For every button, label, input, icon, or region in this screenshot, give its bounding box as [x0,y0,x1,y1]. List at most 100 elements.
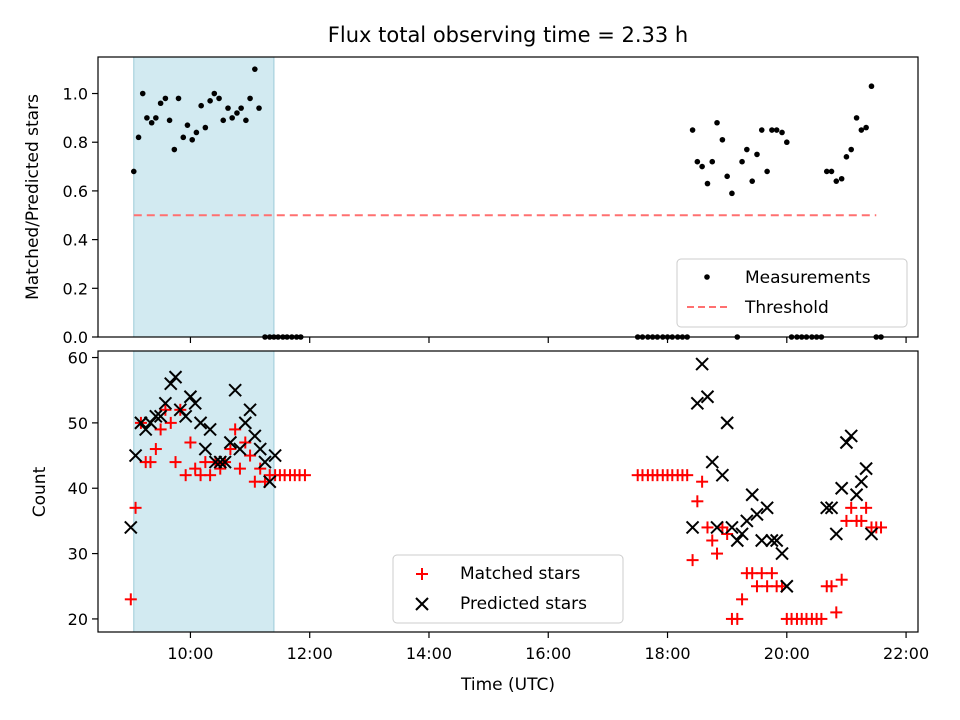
measurement-point [144,115,150,121]
predicted-stars-point [834,481,849,495]
y-tick-label: 30 [68,545,88,564]
measurement-point [764,168,770,175]
predicted-stars-point [208,455,223,469]
measurement-point [853,115,860,121]
top-shaded-span [133,56,275,338]
measurement-point [729,190,735,197]
measurement-point [714,119,720,126]
predicted-stars-point [735,527,749,541]
y-tick-label: 0.6 [63,182,88,201]
measurement-point [139,90,146,97]
matched-stars-point [164,416,177,429]
matched-stars-point [154,423,167,436]
bottom-x-ticks: 10:00 12:00 14:00 16:00 18:00 20:00 22:00 [167,632,929,663]
predicted-stars-point [238,416,253,430]
matched-stars-point [159,403,172,416]
predicted-stars-point [740,514,754,528]
top-plot-area [130,66,884,340]
measurement-point [135,134,142,141]
predicted-stars-point [128,448,143,463]
predicted-stars-point [700,390,715,404]
matched-stars-point [750,580,763,593]
matched-stars-point [860,501,873,514]
predicted-stars-point [134,416,148,430]
matched-stars-point [179,469,192,482]
measurement-point [166,117,173,124]
y-tick-label: 50 [68,414,88,433]
predicted-stars-point [690,396,705,410]
matched-stars-point [233,462,246,475]
measurement-point [739,158,745,165]
matched-stars-point [124,593,137,606]
measurement-point [171,146,178,153]
predicted-stars-point [854,474,869,489]
matched-stars-point [686,554,699,567]
bottom-plot-area [124,357,888,625]
bottom-y-axis-label: Count [30,466,50,517]
measurement-point [238,105,244,111]
measurement-point [704,180,711,187]
measurement-point [758,127,765,133]
y-tick-label: 0.2 [63,279,88,298]
measurement-point [220,117,227,124]
measurement-point [189,136,196,143]
measurement-point [207,98,213,104]
matched-stars-point [830,606,843,619]
x-tick-label: 14:00 [406,644,452,663]
predicted-stars-point [233,442,247,456]
measurement-point [833,178,840,184]
predicted-stars-point [829,527,844,541]
measurement-point [198,102,204,109]
predicted-stars-point [859,461,873,476]
matched-stars-point [845,501,858,514]
measurement-point [256,105,262,111]
predicted-stars-point [769,533,784,548]
legend-marker-predicted-stars [415,597,429,611]
measurement-point [694,158,701,165]
matched-stars-point [144,456,157,469]
measurement-point [202,124,209,131]
bottom-panel: 20 30 40 50 60 10:00 12:00 14:00 16:00 18:00 20:0… [30,349,929,695]
predicted-stars-point [178,409,193,424]
predicted-stars-point [824,501,839,515]
predicted-stars-point [839,435,854,450]
top-axes-frame [97,56,919,338]
matched-stars-point [149,443,162,456]
legend-marker-measurements [704,274,710,280]
bottom-axes-frame [97,350,919,633]
predicted-stars-point [258,455,272,469]
measurement-point [769,127,775,133]
predicted-stars-point [730,533,745,548]
predicted-stars-point [745,488,759,502]
measurement-point [724,173,730,180]
predicted-stars-point [153,409,168,424]
matched-stars-point [875,521,888,534]
predicted-stars-point [268,448,282,463]
matched-stars-point [248,475,261,488]
predicted-stars-point [725,520,739,535]
measurement-point [193,129,200,136]
measurement-point [180,134,187,141]
predicted-stars-point [149,409,163,424]
matched-stars-point [224,443,237,456]
predicted-stars-point [710,520,724,535]
x-tick-label: 10:00 [167,644,213,663]
measurement-point [130,168,137,175]
measurement-point [234,110,240,116]
predicted-stars-point [685,520,700,535]
legend-label-threshold: Threshold [744,298,829,318]
measurement-point [863,124,869,131]
measurement-point [225,105,231,111]
bottom-legend: Matched stars Predicted stars [392,554,624,624]
matched-stars-point [169,456,182,469]
top-legend: Measurements Threshold [676,258,908,328]
top-x-ticks [189,337,907,343]
measurement-point [843,154,850,160]
predicted-stars-point [228,383,242,397]
predicted-stars-point [715,468,730,482]
matched-stars-point [701,521,714,534]
top-y-ticks: 0.0 0.2 0.4 0.6 0.8 1.0 [63,85,98,347]
measurement-point [184,122,191,128]
y-tick-label: 60 [68,349,88,368]
